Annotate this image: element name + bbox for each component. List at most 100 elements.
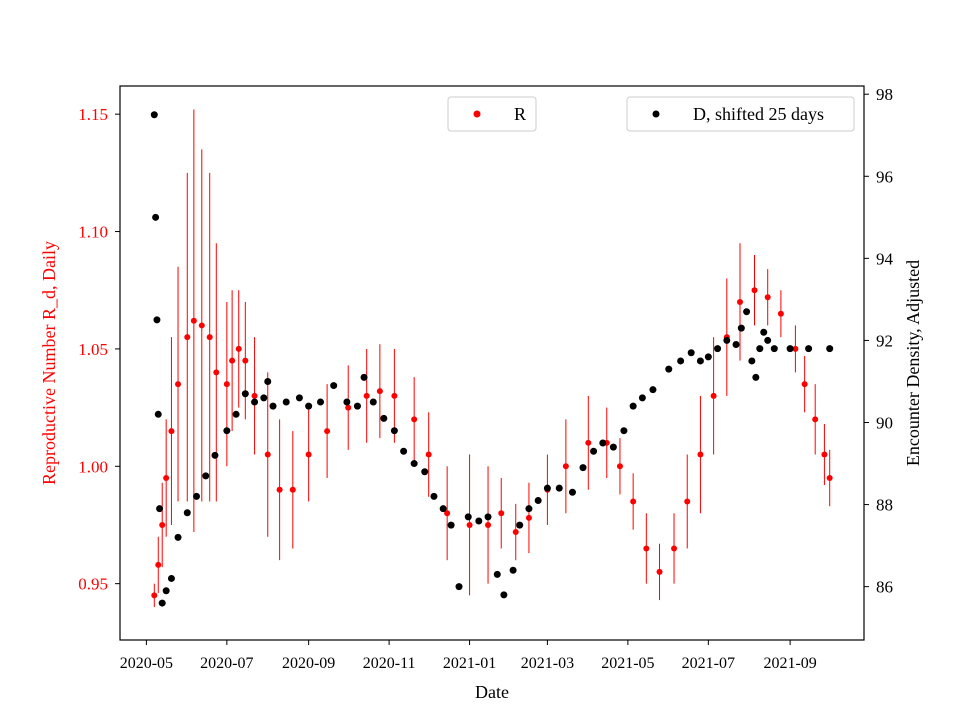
legend-r-label: R: [514, 104, 526, 124]
r-point: [585, 439, 592, 446]
d-series-layer: [150, 111, 834, 607]
d-point: [723, 336, 731, 344]
d-point: [162, 587, 170, 595]
d-point: [579, 464, 587, 472]
r-point: [206, 334, 213, 341]
d-point: [555, 484, 563, 492]
r-point: [251, 392, 258, 399]
d-point: [609, 443, 617, 451]
r-point: [198, 322, 205, 329]
x-tick-label: 2021-09: [763, 655, 816, 672]
right-axis-ticks: 86 88 90 92 94 96 98: [864, 85, 894, 597]
d-point: [464, 513, 472, 521]
left-axis-ticks: 0.95 1.00 1.05 1.10 1.15: [78, 105, 120, 594]
left-tick-label: 1.05: [78, 340, 108, 359]
d-point: [264, 377, 272, 385]
right-tick-label: 96: [876, 167, 893, 186]
r-point: [242, 357, 249, 364]
d-point: [543, 484, 551, 492]
right-axis-label: Encounter Density, Adjusted: [903, 260, 923, 466]
r-point: [812, 416, 819, 423]
right-tick-label: 88: [876, 496, 893, 515]
r-point: [656, 568, 663, 575]
d-point: [590, 447, 598, 455]
d-point: [638, 394, 646, 402]
d-point: [455, 583, 463, 591]
right-tick-label: 98: [876, 85, 893, 104]
r-point: [229, 357, 236, 364]
right-tick-label: 90: [876, 414, 893, 433]
d-point: [568, 488, 576, 496]
r-point: [324, 428, 331, 435]
d-point: [764, 336, 772, 344]
d-point: [687, 349, 695, 357]
d-point: [421, 468, 429, 476]
d-point: [400, 447, 408, 455]
d-point: [484, 513, 492, 521]
d-point: [343, 398, 351, 406]
d-point: [202, 472, 210, 480]
r-point: [485, 521, 492, 528]
r-point: [213, 369, 220, 376]
d-point: [704, 353, 712, 361]
d-point: [649, 386, 657, 394]
d-point: [677, 357, 685, 365]
x-tick-label: 2021-03: [521, 655, 574, 672]
d-point: [599, 439, 607, 447]
legend-r: R: [447, 96, 537, 132]
d-point: [439, 505, 447, 513]
d-point: [305, 402, 313, 410]
r-point: [175, 381, 182, 388]
x-tick-label: 2021-01: [443, 655, 496, 672]
d-point: [360, 373, 368, 381]
right-tick-label: 92: [876, 331, 893, 350]
d-point: [317, 398, 325, 406]
r-point: [737, 298, 743, 305]
r-point: [525, 514, 532, 521]
d-point: [251, 398, 259, 406]
legend-d-box: [626, 96, 855, 132]
r-point: [289, 486, 296, 493]
d-point: [223, 427, 231, 435]
legend-d: D, shifted 25 days: [626, 96, 855, 132]
r-point: [345, 404, 352, 411]
r-point: [184, 334, 191, 341]
left-tick-label: 1.00: [78, 457, 108, 476]
r-point: [826, 475, 833, 482]
d-point: [534, 496, 542, 504]
d-point: [629, 402, 637, 410]
d-point: [380, 414, 388, 422]
d-point: [447, 521, 455, 529]
r-point: [305, 451, 312, 458]
r-point: [764, 294, 771, 301]
d-point: [410, 460, 418, 468]
d-point: [269, 402, 277, 410]
x-axis-ticks: 2020-05 2020-07 2020-09 2020-11 2021-01 2021-…: [120, 640, 817, 672]
x-tick-label: 2020-07: [200, 655, 253, 672]
r-point: [151, 592, 158, 599]
d-point: [369, 398, 377, 406]
r-point: [710, 392, 717, 399]
r-point: [562, 463, 569, 470]
r-point: [168, 428, 175, 435]
d-point: [743, 308, 751, 316]
d-point: [211, 451, 219, 459]
d-point: [241, 390, 249, 398]
r-point: [411, 416, 418, 423]
r-point: [444, 510, 451, 517]
x-tick-label: 2021-07: [682, 655, 735, 672]
x-tick-label: 2020-11: [363, 655, 416, 672]
r-point: [276, 486, 283, 493]
r-point: [235, 345, 242, 352]
r-point: [616, 463, 623, 470]
d-point: [295, 394, 303, 402]
r-point: [751, 287, 758, 294]
d-point: [152, 213, 160, 221]
d-point: [430, 492, 438, 500]
r-point: [498, 510, 505, 517]
r-point: [466, 521, 473, 528]
d-point: [154, 410, 162, 418]
right-tick-label: 94: [876, 249, 894, 268]
d-point: [732, 341, 740, 349]
